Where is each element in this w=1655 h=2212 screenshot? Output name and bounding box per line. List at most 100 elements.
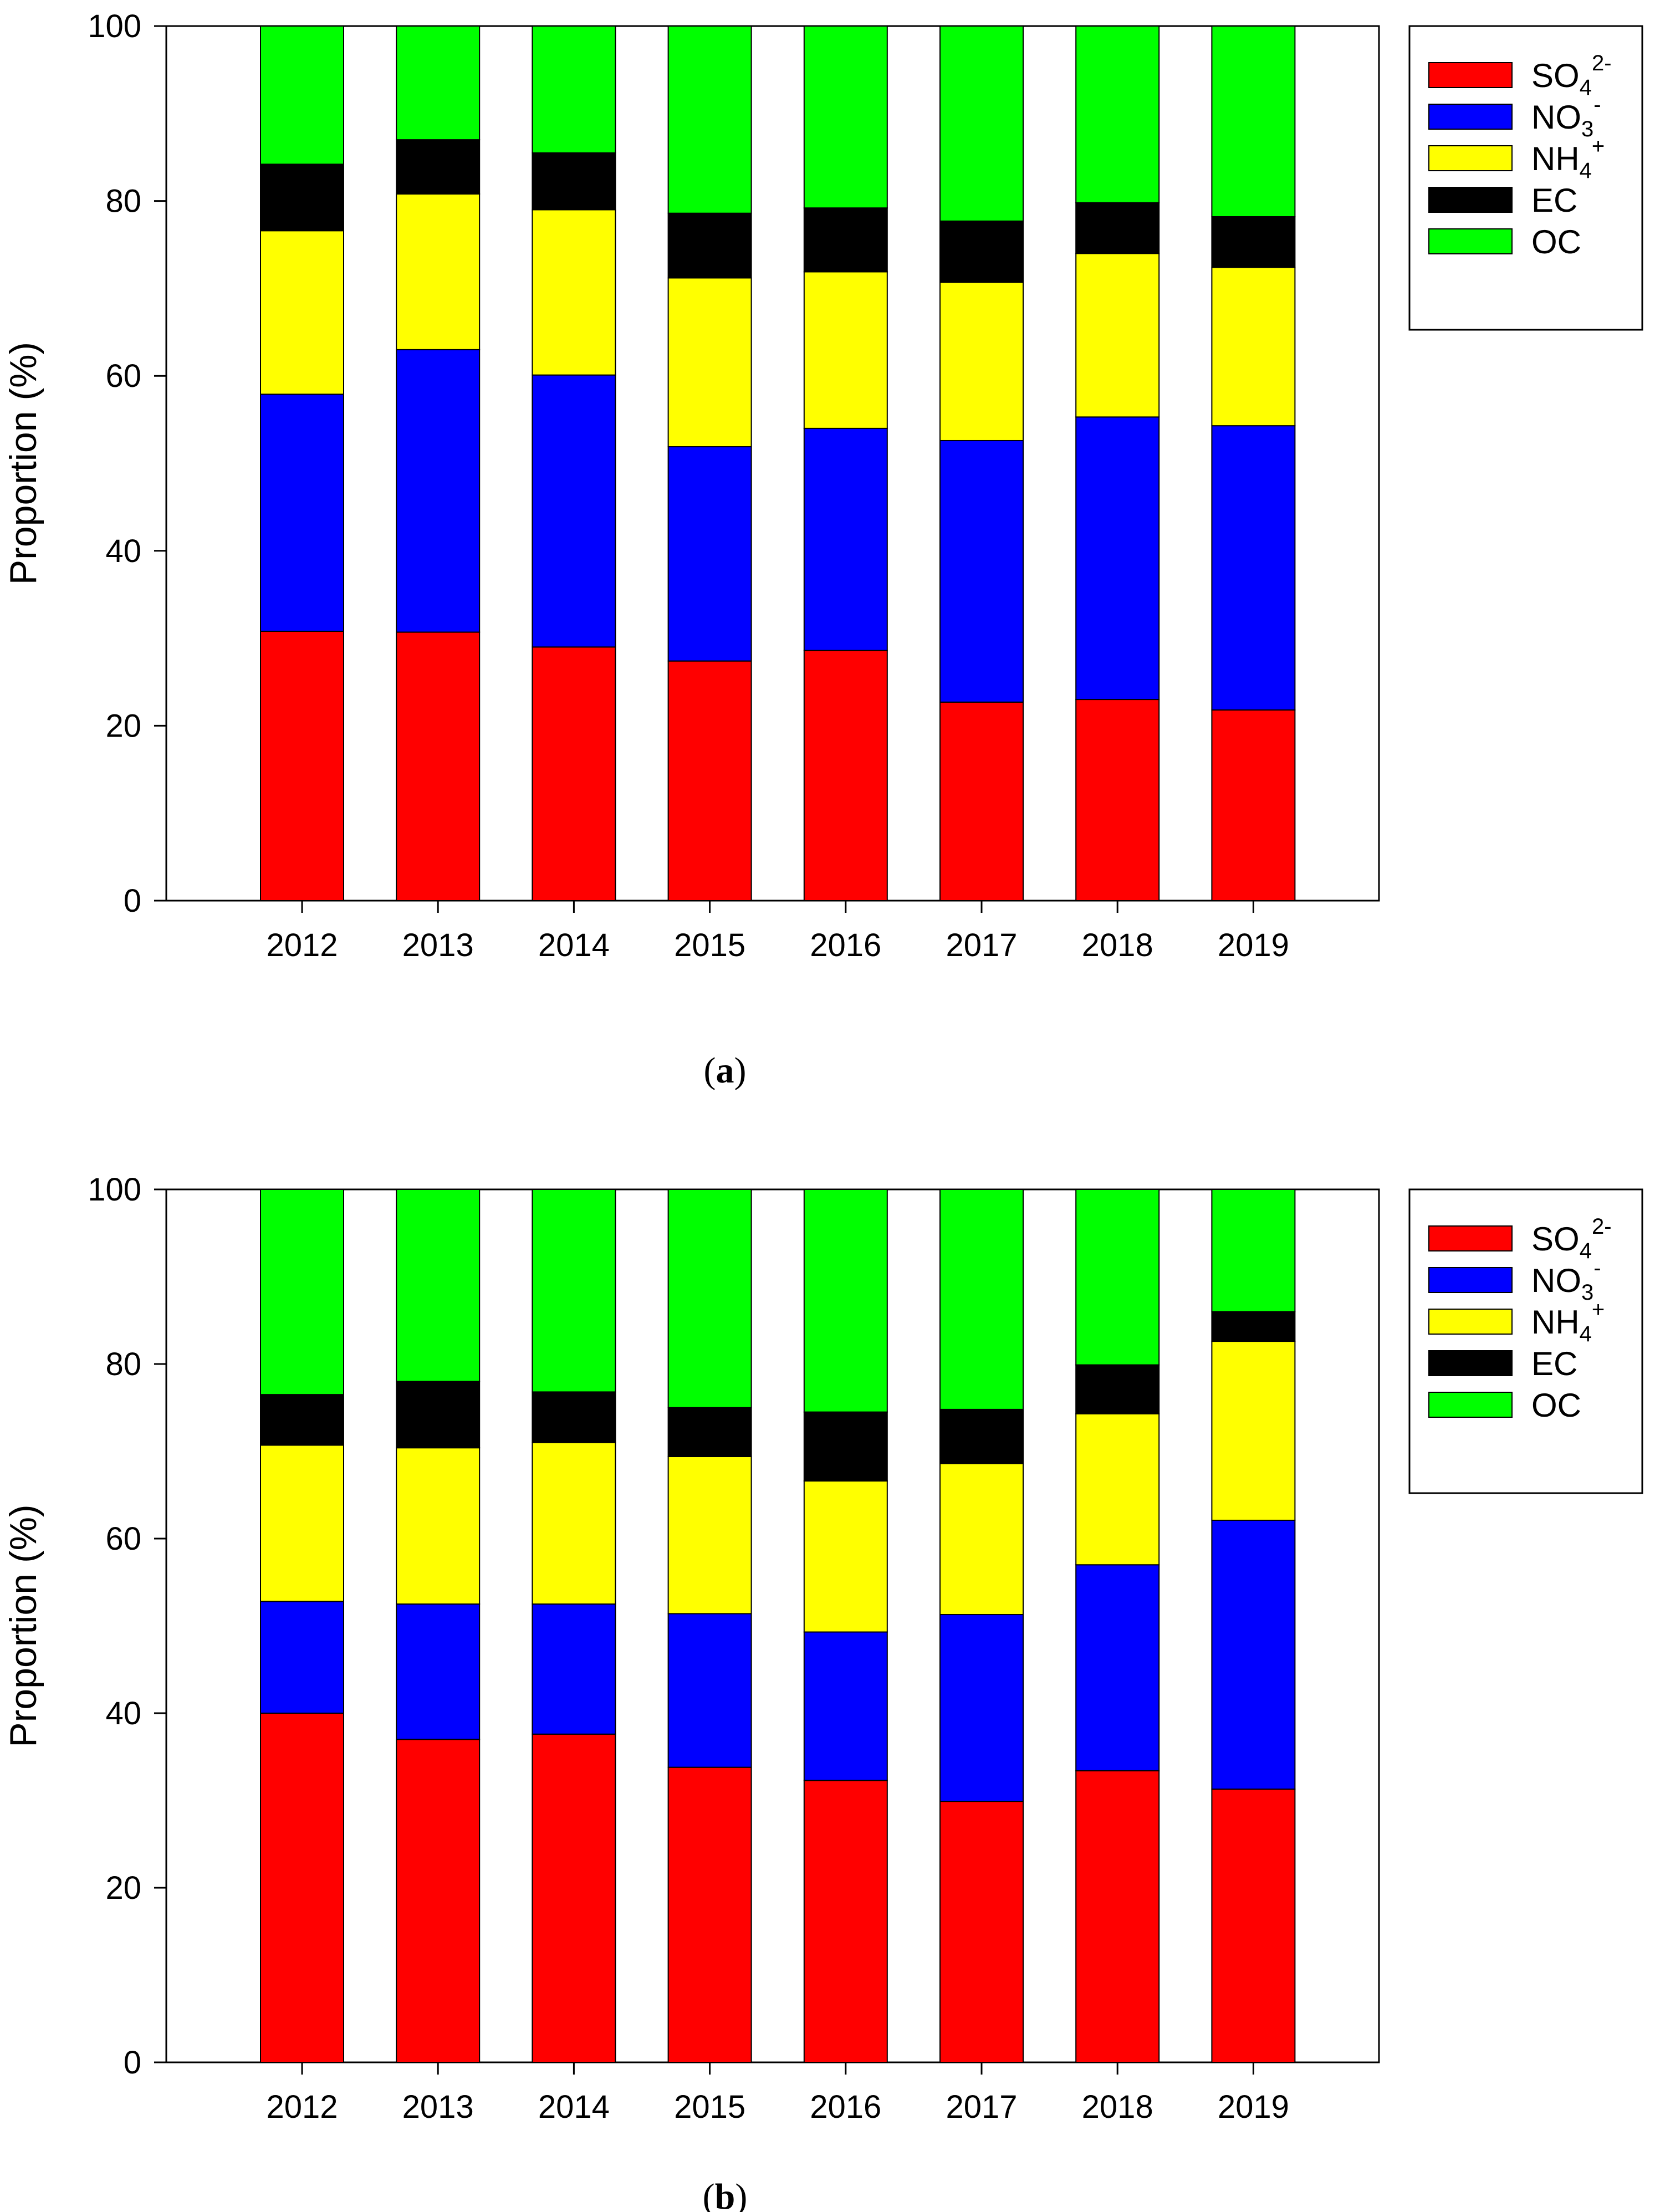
x-tick-label: 2012 — [266, 927, 338, 963]
bar-segment-ec-2016 — [803, 207, 888, 273]
legend-swatch-no — [1428, 1267, 1513, 1293]
bar-segment-nh-2018 — [1075, 253, 1160, 418]
bar-segment-ec-2016 — [803, 1411, 888, 1482]
bar-segment-ec-2012 — [260, 1394, 344, 1446]
bar-segment-ec-2013 — [396, 1381, 481, 1449]
y-tick-label: 40 — [105, 533, 141, 569]
legend-label-so: SO42- — [1531, 1214, 1612, 1263]
legend-label-nh: NH4+ — [1531, 134, 1605, 183]
bar-segment-no-2016 — [803, 427, 888, 651]
bar-segment-so-2015 — [667, 1766, 752, 2063]
bar-segment-nh-2015 — [667, 277, 752, 448]
bar-segment-ec-2017 — [939, 1408, 1024, 1464]
bar-segment-no-2019 — [1211, 1519, 1296, 1790]
bar-segment-so-2019 — [1211, 1789, 1296, 2063]
bar-segment-so-2018 — [1075, 699, 1160, 902]
bar-segment-ec-2018 — [1075, 1364, 1160, 1414]
bar-segment-nh-2013 — [396, 1447, 481, 1605]
bar-segment-so-2016 — [803, 650, 888, 902]
bar-segment-oc-2012 — [260, 25, 344, 165]
legend-swatch-ec — [1428, 1350, 1513, 1376]
bar-segment-no-2016 — [803, 1631, 888, 1781]
bar-segment-nh-2019 — [1211, 267, 1296, 427]
y-tick-label: 0 — [124, 883, 141, 919]
legend-swatch-oc — [1428, 228, 1513, 254]
legend-label-nh: NH4+ — [1531, 1297, 1605, 1346]
x-tick-label: 2013 — [402, 2089, 474, 2125]
bar-segment-no-2013 — [396, 349, 481, 633]
plot-frame — [165, 1188, 1380, 2063]
legend-label-ec: EC — [1531, 182, 1577, 219]
bar-segment-no-2019 — [1211, 425, 1296, 711]
y-tick-label: 20 — [105, 708, 141, 744]
x-tick-label: 2015 — [674, 927, 745, 963]
x-tick-label: 2013 — [402, 927, 474, 963]
chart-panel-b: 0 20 40 60 80 100 Proportion (%) 2012 2013 2014 20… — [2, 1172, 1643, 2212]
bar-segment-so-2017 — [939, 701, 1024, 901]
bar-segment-ec-2017 — [939, 220, 1024, 283]
legend-swatch-so — [1428, 62, 1513, 88]
bar-segment-oc-2015 — [667, 25, 752, 214]
bar-segment-oc-2014 — [532, 1189, 616, 1393]
legend-swatch-so — [1428, 1225, 1513, 1251]
legend-swatch-nh — [1428, 1309, 1513, 1335]
bar-segment-ec-2019 — [1211, 216, 1296, 268]
bar-segment-no-2015 — [667, 1613, 752, 1768]
legend-swatch-nh — [1428, 145, 1513, 171]
bar-segment-oc-2014 — [532, 25, 616, 154]
bar-segment-nh-2018 — [1075, 1413, 1160, 1566]
legend-label-ec: EC — [1531, 1345, 1577, 1382]
bar-segment-ec-2012 — [260, 164, 344, 232]
bar-segment-oc-2015 — [667, 1189, 752, 1408]
legend-swatch-ec — [1428, 187, 1513, 213]
bar-segment-nh-2017 — [939, 282, 1024, 441]
x-tick-label: 2016 — [810, 927, 881, 963]
bar-segment-oc-2016 — [803, 25, 888, 209]
bar-segment-no-2018 — [1075, 416, 1160, 701]
bar-segment-nh-2012 — [260, 230, 344, 395]
x-tick-label: 2015 — [674, 2089, 745, 2125]
y-tick-label: 40 — [105, 1695, 141, 1731]
x-tick-label: 2019 — [1218, 2089, 1289, 2125]
bar-segment-so-2019 — [1211, 709, 1296, 901]
x-tick-label: 2012 — [266, 2089, 338, 2125]
legend: SO42-NO3-NH4+EC OC — [1408, 25, 1643, 331]
bar-segment-ec-2014 — [532, 152, 616, 211]
bar-segment-ec-2019 — [1211, 1311, 1296, 1342]
bar-segment-so-2015 — [667, 660, 752, 902]
x-tick-label: 2017 — [946, 2089, 1017, 2125]
chart-panel-a: 0 20 40 60 80 100 Proportion (%) 2012 2013 2014 20… — [2, 8, 1643, 1091]
bar-segment-oc-2019 — [1211, 1189, 1296, 1312]
bar-segment-nh-2014 — [532, 1442, 616, 1605]
bar-segment-no-2017 — [939, 1614, 1024, 1802]
bar-segment-so-2012 — [260, 630, 344, 901]
bar-segment-nh-2015 — [667, 1455, 752, 1615]
y-tick-label: 100 — [88, 1172, 141, 1208]
bar-segment-no-2012 — [260, 1601, 344, 1714]
bar-segment-so-2014 — [532, 646, 616, 901]
legend-label-no: NO3- — [1531, 1256, 1601, 1305]
bar-segment-so-2017 — [939, 1801, 1024, 2063]
legend-swatch-oc — [1428, 1392, 1513, 1418]
x-tick-label: 2018 — [1082, 927, 1153, 963]
bar-segment-so-2012 — [260, 1713, 344, 2063]
bar-segment-ec-2018 — [1075, 202, 1160, 254]
bar-segment-ec-2013 — [396, 139, 481, 195]
bar-segment-no-2018 — [1075, 1564, 1160, 1771]
panel-caption: (b) — [703, 2177, 748, 2212]
x-tick-label: 2016 — [810, 2089, 881, 2125]
y-tick-label: 60 — [105, 1521, 141, 1557]
bar-segment-so-2018 — [1075, 1770, 1160, 2063]
bar-segment-oc-2016 — [803, 1189, 888, 1413]
bar-segment-nh-2016 — [803, 1480, 888, 1633]
bar-segment-so-2014 — [532, 1733, 616, 2063]
y-tick-label: 20 — [105, 1870, 141, 1906]
bar-segment-ec-2015 — [667, 212, 752, 279]
panel-caption: (a) — [704, 1050, 747, 1091]
plot-frame — [165, 25, 1380, 902]
bar-segment-oc-2018 — [1075, 1189, 1160, 1366]
y-tick-label: 60 — [105, 358, 141, 394]
bar-segment-nh-2014 — [532, 209, 616, 376]
y-tick-label: 80 — [105, 1346, 141, 1382]
